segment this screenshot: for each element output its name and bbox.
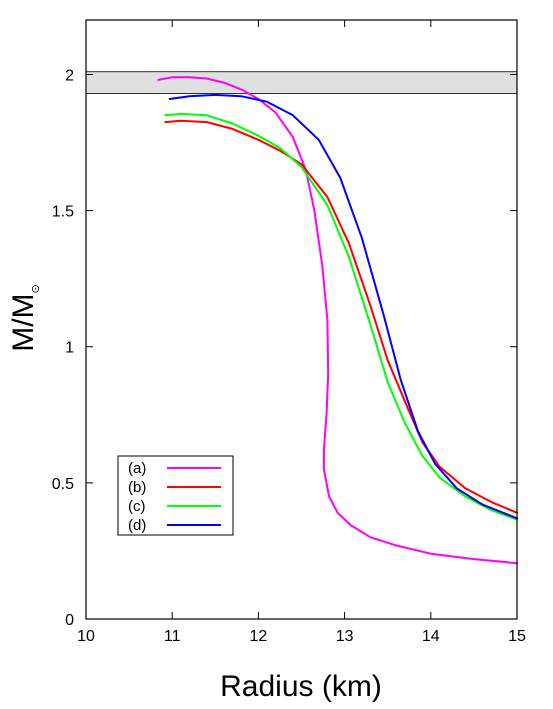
y-axis-title-main: M/M [7,293,40,351]
legend-label: (c) [128,498,146,515]
x-tick-label: 11 [164,628,181,645]
plot-frame [85,19,518,620]
x-tick-label: 12 [250,628,268,645]
x-tick-label: 14 [422,628,440,645]
legend-label: (b) [128,479,146,496]
legend-label: (d) [128,517,146,534]
x-axis-title: Radius (km) [220,670,382,703]
x-tick-label: 13 [336,628,354,645]
x-tick-label: 15 [508,628,526,645]
legend-box [117,455,234,536]
y-tick-label: 0 [65,612,74,629]
svg-text:M/M⊙: M/M⊙ [7,284,42,352]
y-axis-title-subscript: ⊙ [30,284,42,293]
y-tick-label: 0.5 [52,476,74,493]
series-line-d [168,93,518,520]
series-line-b [164,119,518,514]
x-tick-label: 10 [77,628,95,645]
y-tick-label: 2 [65,67,74,84]
series-line-a [157,76,518,565]
legend-label: (a) [128,460,146,477]
observed-mass-band [85,71,518,94]
series-line-c [164,112,518,521]
y-tick-label: 1.5 [52,204,74,221]
y-axis-title: M/M⊙ [7,284,42,352]
y-tick-label: 1 [65,340,74,357]
